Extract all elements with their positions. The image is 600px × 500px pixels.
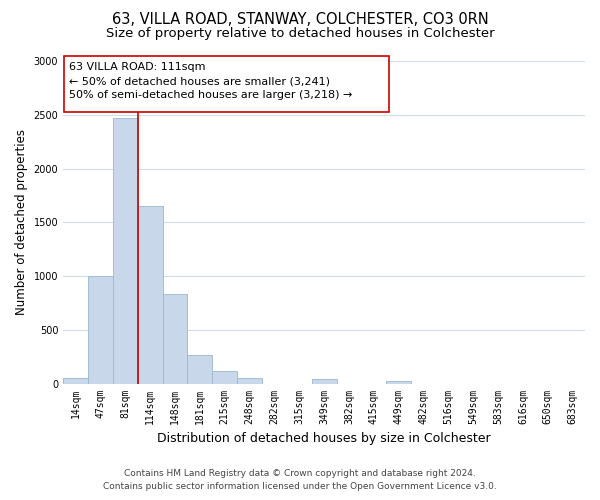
Bar <box>386 382 411 384</box>
Bar <box>88 276 113 384</box>
Bar <box>187 354 212 384</box>
Y-axis label: Number of detached properties: Number of detached properties <box>15 130 28 316</box>
Text: ← 50% of detached houses are smaller (3,241): ← 50% of detached houses are smaller (3,… <box>70 76 331 86</box>
Text: Contains HM Land Registry data © Crown copyright and database right 2024.
Contai: Contains HM Land Registry data © Crown c… <box>103 469 497 491</box>
Bar <box>64 56 389 112</box>
Bar <box>237 378 262 384</box>
Bar <box>311 380 337 384</box>
Bar <box>113 118 138 384</box>
Bar <box>138 206 163 384</box>
Text: 63 VILLA ROAD: 111sqm: 63 VILLA ROAD: 111sqm <box>70 62 206 72</box>
Text: 63, VILLA ROAD, STANWAY, COLCHESTER, CO3 0RN: 63, VILLA ROAD, STANWAY, COLCHESTER, CO3… <box>112 12 488 28</box>
Bar <box>212 370 237 384</box>
X-axis label: Distribution of detached houses by size in Colchester: Distribution of detached houses by size … <box>157 432 491 445</box>
Text: 50% of semi-detached houses are larger (3,218) →: 50% of semi-detached houses are larger (… <box>70 90 353 101</box>
Bar <box>163 294 187 384</box>
Bar <box>63 378 88 384</box>
Text: Size of property relative to detached houses in Colchester: Size of property relative to detached ho… <box>106 28 494 40</box>
